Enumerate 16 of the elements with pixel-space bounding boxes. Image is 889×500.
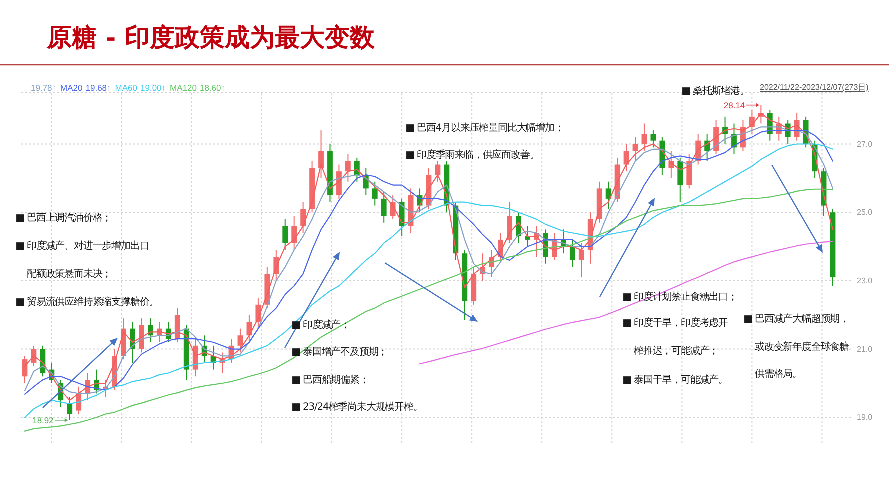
y-tick-label: 25.0 bbox=[857, 208, 874, 218]
text: MA60 bbox=[115, 83, 138, 93]
text: 18.60↑ bbox=[200, 83, 226, 93]
y-tick-label: 23.0 bbox=[857, 276, 874, 286]
date-range: 2022/11/22-2023/12/07(273日) bbox=[760, 82, 869, 94]
text: MA20 bbox=[60, 83, 83, 93]
title: 原糖 - 印度政策成为最大变数 bbox=[47, 23, 375, 53]
annotation: 28.14 bbox=[724, 100, 746, 110]
annotation: 18.92 bbox=[32, 415, 54, 426]
y-tick-label: 21.0 bbox=[857, 344, 874, 354]
text: 19.68↑ bbox=[86, 83, 112, 93]
y-tick-label: 27.0 bbox=[857, 140, 874, 149]
text: MA120 bbox=[170, 83, 197, 93]
text: 19.78↑ bbox=[31, 83, 57, 93]
y-tick-label: 19.0 bbox=[857, 413, 874, 422]
text: 19.00↑ bbox=[140, 83, 166, 93]
